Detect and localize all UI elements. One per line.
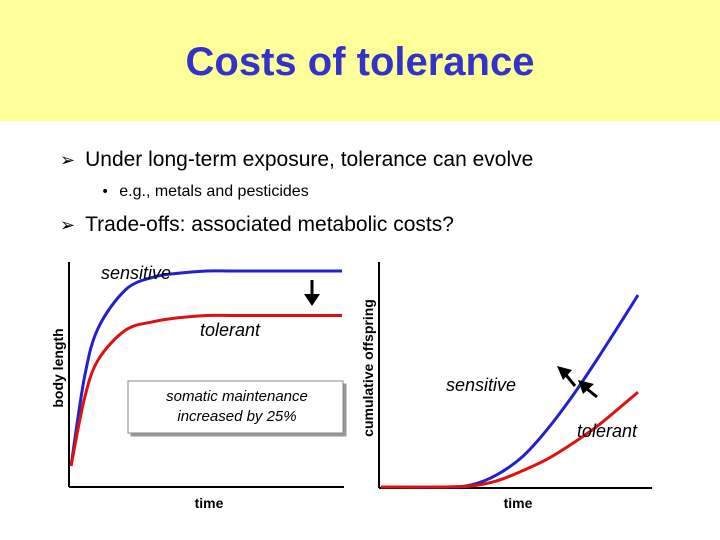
slide-title: Costs of tolerance	[185, 40, 535, 84]
title-banner	[0, 0, 720, 121]
right-sensitive-label: sensitive	[446, 375, 516, 395]
up-arrow-tolerant-icon	[586, 387, 598, 399]
bullet-1-text: Under long-term exposure, tolerance can …	[85, 148, 534, 171]
up-arrow-sensitive-icon	[564, 374, 577, 387]
sub-bullet-1-text: e.g., metals and pesticides	[119, 183, 309, 200]
right-x-axis-label: time	[504, 495, 533, 511]
arrow-bullet-icon: ➢	[60, 214, 76, 236]
arrow-bullet-icon: ➢	[60, 149, 76, 171]
bullet-1: ➢ Under long-term exposure, tolerance ca…	[60, 148, 533, 172]
left-tolerant-label: tolerant	[200, 320, 261, 340]
up-arrow-tolerant-head-icon	[578, 380, 594, 394]
bullet-2: ➢ Trade-offs: associated metabolic costs…	[60, 213, 454, 237]
sub-bullet-1: • e.g., metals and pesticides	[101, 183, 309, 201]
left-x-axis-label: time	[195, 495, 224, 511]
annotation-line-1: somatic maintenance	[166, 388, 308, 405]
bullet-2-text: Trade-offs: associated metabolic costs?	[85, 213, 454, 236]
down-arrow-head-icon	[304, 294, 320, 306]
left-y-axis-label: body length	[50, 328, 66, 407]
right-y-axis-label: cumulative offspring	[360, 299, 376, 437]
annotation-line-2: increased by 25%	[177, 408, 296, 425]
right-tolerant-label: tolerant	[577, 421, 638, 441]
body-length-tolerant-line	[69, 313, 342, 467]
dot-bullet-icon: •	[101, 184, 110, 200]
annotation-box	[127, 380, 344, 434]
left-sensitive-label: sensitive	[101, 263, 171, 283]
up-arrow-sensitive-head-icon	[557, 366, 572, 380]
offspring-tolerant-line	[380, 390, 639, 489]
body-length-sensitive-line	[69, 269, 342, 467]
